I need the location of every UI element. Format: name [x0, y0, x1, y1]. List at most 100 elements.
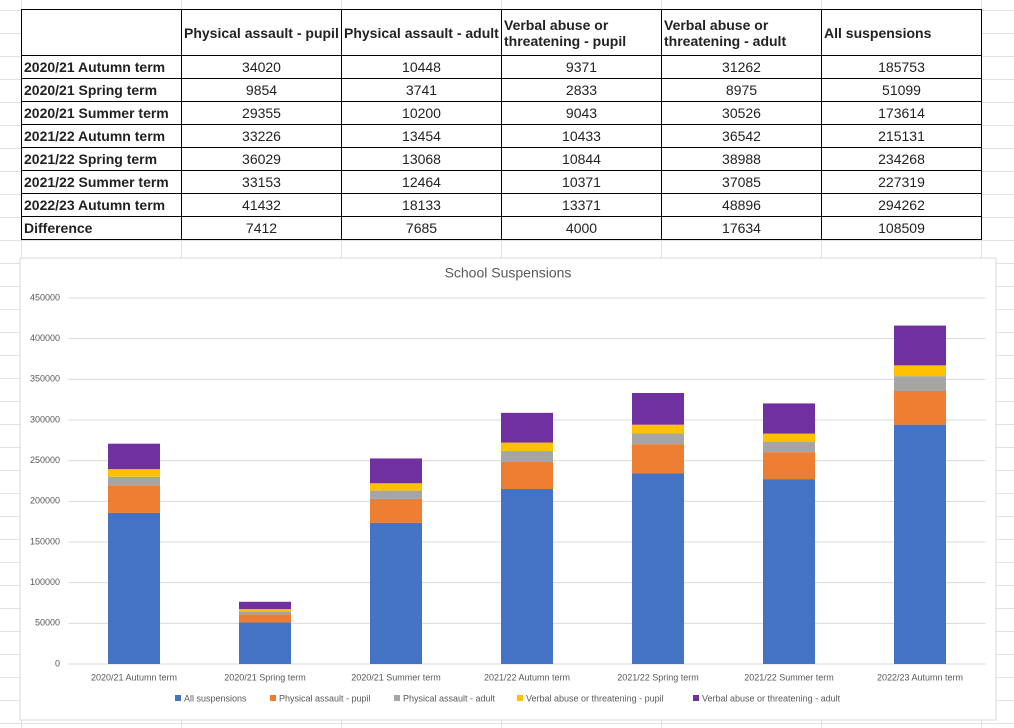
table-row: 2020/21 Autumn term 34020 10448 9371 31262 18…	[21, 55, 982, 79]
bar-segment	[370, 498, 422, 523]
bar-segment	[763, 433, 815, 443]
y-tick-label: 250000	[30, 455, 60, 465]
legend-swatch	[175, 695, 181, 701]
bar-segment	[632, 433, 684, 445]
y-tick-label: 50000	[35, 618, 60, 628]
y-tick-label: 100000	[30, 577, 60, 587]
table-cell: Verbal abuse or threatening - adult	[661, 9, 822, 56]
x-tick-label: 2021/22 Autumn term	[484, 672, 570, 682]
y-tick-label: 400000	[30, 333, 60, 343]
table-cell: 10200	[341, 101, 502, 125]
table-cell: 2021/22 Summer term	[21, 170, 182, 194]
x-tick-label: 2020/21 Summer term	[351, 672, 441, 682]
bar-segment	[370, 483, 422, 491]
table-cell: 4000	[501, 216, 662, 240]
bar-segment	[239, 622, 291, 664]
bar-segment	[632, 473, 684, 664]
bar-segment	[239, 611, 291, 615]
bar-segment	[501, 489, 553, 664]
x-tick-label: 2021/22 Spring term	[617, 672, 699, 682]
legend-swatch	[270, 695, 276, 701]
bar-segment	[239, 614, 291, 623]
table-cell: 38988	[661, 147, 822, 171]
table-cell	[21, 9, 182, 56]
table-cell: Difference	[21, 216, 182, 240]
table-cell: 7412	[181, 216, 342, 240]
chart-title: School Suspensions	[445, 265, 572, 281]
table-cell: 51099	[821, 78, 982, 102]
y-tick-label: 200000	[30, 496, 60, 506]
table-cell: 33153	[181, 170, 342, 194]
table-cell: 2021/22 Autumn term	[21, 124, 182, 148]
table-cell: 2020/21 Autumn term	[21, 55, 182, 79]
y-tick-label: 0	[55, 658, 60, 668]
bar-segment	[370, 490, 422, 499]
bar-segment	[763, 403, 815, 434]
table-cell: 10371	[501, 170, 662, 194]
table-cell: 13371	[501, 193, 662, 217]
bar-segment	[239, 601, 291, 610]
table-cell: All suspensions	[821, 9, 982, 56]
x-tick-label: 2021/22 Summer term	[744, 672, 834, 682]
y-tick-label: 300000	[30, 414, 60, 424]
bar-segment	[894, 365, 946, 377]
x-tick-label: 2020/21 Autumn term	[91, 672, 177, 682]
legend-label: Physical assault - pupil	[279, 693, 371, 703]
x-tick-label: 2020/21 Spring term	[224, 672, 306, 682]
bar-segment	[370, 522, 422, 664]
data-table: Physical assault - pupil Physical assault…	[21, 9, 982, 240]
table-cell: 12464	[341, 170, 502, 194]
bar-segment	[632, 392, 684, 425]
legend-label: All suspensions	[184, 693, 247, 703]
table-cell: 10433	[501, 124, 662, 148]
table-cell: 36542	[661, 124, 822, 148]
x-tick-label: 2022/23 Autumn term	[877, 672, 963, 682]
bar-segment	[108, 469, 160, 477]
table-cell: 227319	[821, 170, 982, 194]
legend-label: Verbal abuse or threatening - adult	[702, 693, 841, 703]
table-cell: 108509	[821, 216, 982, 240]
bar-segment	[894, 325, 946, 366]
bar-segment	[763, 479, 815, 664]
table-cell: 2022/23 Autumn term	[21, 193, 182, 217]
bar-segment	[632, 444, 684, 474]
table-cell: 17634	[661, 216, 822, 240]
table-cell: Verbal abuse or threatening - pupil	[501, 9, 662, 56]
table-cell: 2020/21 Spring term	[21, 78, 182, 102]
table-cell: Physical assault - pupil	[181, 9, 342, 56]
table-cell: 37085	[661, 170, 822, 194]
bar-segment	[239, 609, 291, 612]
table-row: 2021/22 Summer term 33153 12464 10371 37085 2…	[21, 170, 982, 194]
y-tick-label: 350000	[30, 374, 60, 384]
y-tick-label: 450000	[30, 292, 60, 302]
table-cell: 30526	[661, 101, 822, 125]
bar-segment	[370, 458, 422, 484]
bar-segment	[894, 376, 946, 391]
table-row: Physical assault - pupil Physical assault…	[21, 9, 982, 56]
legend-swatch	[394, 695, 400, 701]
legend-label: Verbal abuse or threatening - pupil	[526, 693, 664, 703]
legend-swatch	[693, 695, 699, 701]
bar-segment	[632, 424, 684, 434]
table-cell: 7685	[341, 216, 502, 240]
table-cell: 3741	[341, 78, 502, 102]
bar-segment	[108, 476, 160, 486]
table-cell: 41432	[181, 193, 342, 217]
bar-segment	[894, 390, 946, 425]
bar-segment	[894, 424, 946, 664]
bar-segment	[108, 512, 160, 664]
bar-segment	[108, 443, 160, 470]
table-cell: 215131	[821, 124, 982, 148]
table-cell: 10844	[501, 147, 662, 171]
legend-label: Physical assault - adult	[403, 693, 496, 703]
bar-segment	[501, 442, 553, 452]
y-tick-label: 150000	[30, 536, 60, 546]
bar-segment	[501, 462, 553, 490]
table-row: Difference 7412 7685 4000 17634 108509	[21, 216, 982, 240]
bar-segment	[501, 412, 553, 443]
bar-segment	[108, 485, 160, 513]
bar-segment	[763, 452, 815, 480]
legend-swatch	[517, 695, 523, 701]
